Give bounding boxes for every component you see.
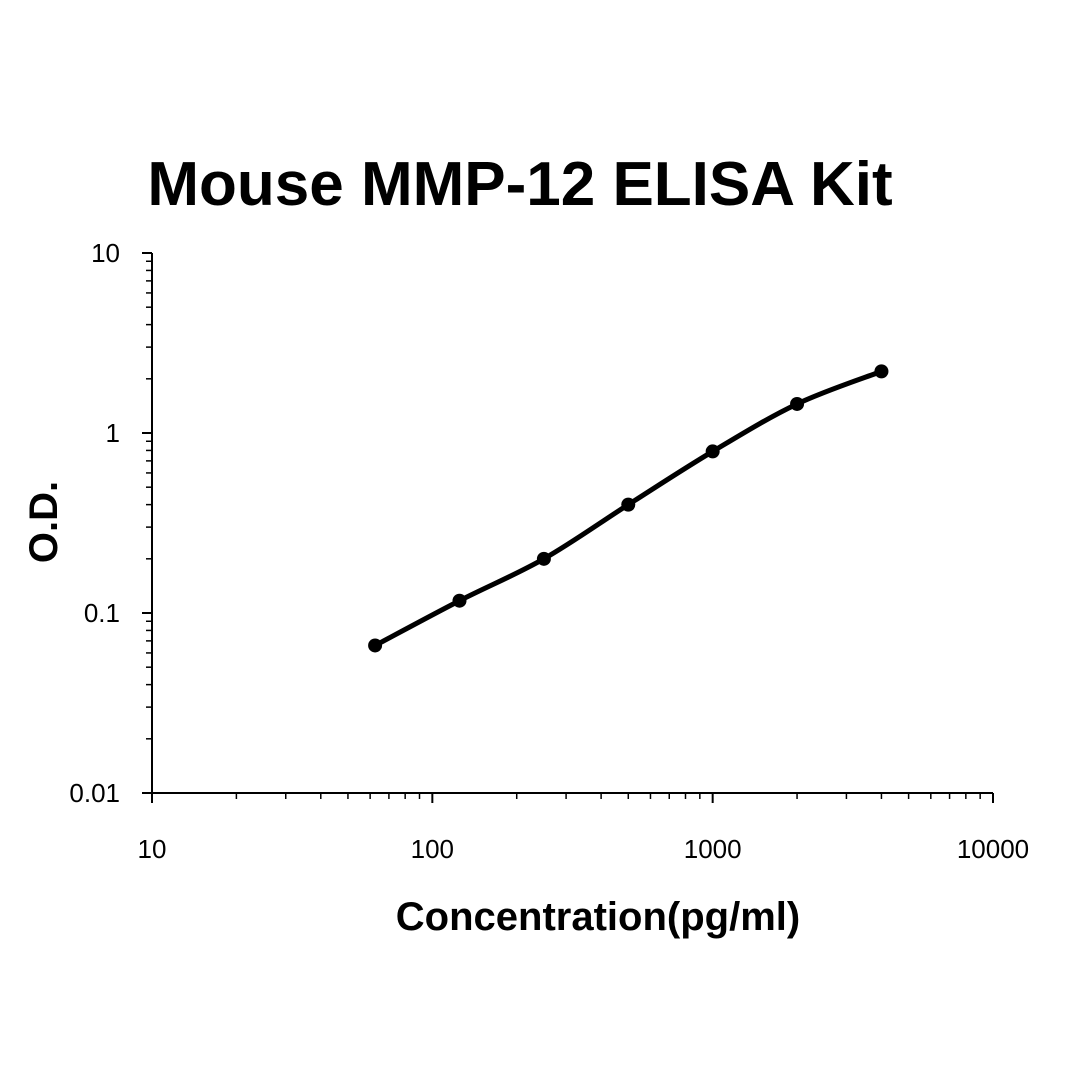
data-point	[536, 551, 551, 566]
y-axis-label: O.D.	[22, 481, 66, 563]
data-point	[452, 593, 467, 608]
chart-title: Mouse MMP-12 ELISA Kit	[147, 150, 892, 219]
y-tick-label: 1	[106, 418, 120, 448]
axes: 0.01 0.1 1 10 10 100 1000 10000	[69, 238, 1029, 864]
x-tick-label: 100	[411, 834, 454, 864]
x-tick-label: 10	[138, 834, 167, 864]
data-point	[368, 638, 383, 653]
x-tick-label: 1000	[684, 834, 742, 864]
data-point	[621, 497, 636, 512]
data-point	[705, 444, 720, 459]
x-tick-label: 10000	[957, 834, 1029, 864]
x-axis-label: Concentration(pg/ml)	[396, 895, 800, 939]
data-point	[790, 396, 805, 411]
y-tick-label: 0.1	[84, 598, 120, 628]
y-tick-label: 10	[91, 238, 120, 268]
series-layer	[368, 364, 889, 653]
data-point	[874, 364, 889, 379]
y-tick-label: 0.01	[69, 778, 120, 808]
